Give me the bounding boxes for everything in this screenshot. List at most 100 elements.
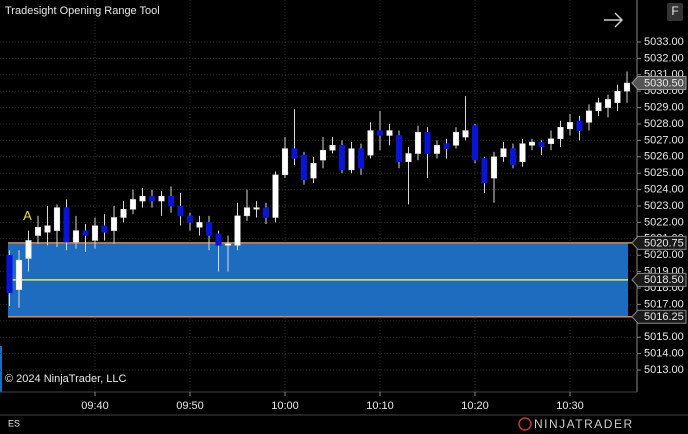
brand: NINJATRADER	[534, 417, 634, 431]
x-tick-label: 10:10	[366, 400, 394, 412]
candle-body	[490, 156, 498, 179]
candle-body	[158, 195, 165, 202]
chart-title: Tradesight Opening Range Tool	[5, 5, 160, 17]
y-tick-label: 5017.00	[644, 298, 684, 310]
candle-body	[376, 130, 384, 136]
instrument: ES	[8, 418, 20, 428]
candle-body	[196, 222, 203, 228]
candle-body	[576, 120, 583, 131]
candle-body	[386, 130, 393, 136]
y-tick-label: 5032.00	[644, 52, 684, 64]
candle-body	[63, 207, 70, 243]
candle-body	[243, 207, 251, 217]
range-low-flag	[631, 309, 687, 324]
last-price-flag	[631, 75, 687, 90]
candle-body	[433, 145, 441, 154]
candle-body	[101, 225, 108, 233]
candle-body	[205, 222, 213, 236]
candle-body	[272, 174, 279, 218]
candle-body	[585, 110, 593, 123]
last-price-flag-label: 5030.50	[644, 77, 684, 89]
candle-body	[462, 130, 469, 138]
candle-body	[338, 145, 346, 171]
candle-body	[6, 254, 13, 294]
candle-body	[500, 148, 507, 158]
y-tick-label: 5013.00	[644, 364, 684, 376]
candle-body	[405, 153, 412, 162]
brand-logo	[518, 417, 532, 431]
range-mid-flag-label: 5018.50	[644, 274, 684, 286]
edge-indicator	[0, 346, 2, 392]
candle-body	[481, 158, 488, 184]
candle-body	[623, 82, 631, 92]
candle-body	[129, 199, 137, 210]
candle-body	[414, 131, 422, 154]
candle-body	[604, 99, 612, 108]
plot-area: A	[0, 0, 637, 392]
candle-body	[395, 135, 403, 162]
candle-body	[471, 125, 479, 161]
f-button-label[interactable]: F	[671, 4, 678, 18]
candle-body	[557, 127, 564, 140]
candle-body	[91, 225, 99, 241]
candle-body	[139, 195, 146, 202]
y-tick-label: 5026.00	[644, 151, 684, 163]
candle-body	[367, 130, 374, 156]
candle-body	[300, 154, 308, 181]
candle-body	[348, 148, 355, 171]
candle-body	[519, 143, 526, 162]
candle-body	[15, 259, 23, 290]
candle-body	[357, 148, 365, 169]
arrow-icon[interactable]	[604, 12, 624, 28]
candle-body	[234, 215, 241, 246]
y-tick-label: 5015.00	[644, 331, 684, 343]
candle-body	[120, 209, 127, 218]
candle-body	[329, 145, 336, 151]
f-button[interactable]	[667, 3, 683, 21]
x-tick-label: 10:20	[461, 400, 489, 412]
y-tick-label: 5014.00	[644, 348, 684, 360]
y-tick-label: 5024.00	[644, 184, 684, 196]
candle-body	[509, 148, 517, 166]
range-high-flag-label: 5020.75	[644, 237, 684, 249]
candle-body	[177, 205, 184, 217]
y-tick-label: 5033.00	[644, 36, 684, 48]
candle-body	[186, 215, 194, 223]
candle-body	[528, 141, 536, 146]
candle-body	[424, 131, 431, 154]
y-tick-label: 5027.00	[644, 134, 684, 146]
candle-body	[253, 207, 260, 210]
x-tick-label: 09:40	[81, 400, 109, 412]
y-tick-label: 5028.00	[644, 118, 684, 130]
candle-body	[614, 90, 621, 103]
y-tick-label: 5020.00	[644, 249, 684, 261]
x-tick-label: 09:50	[176, 400, 204, 412]
candle-body	[452, 131, 460, 146]
y-tick-label: 5025.00	[644, 167, 684, 179]
candle-body	[281, 148, 289, 176]
candle-body	[443, 143, 450, 149]
candle-body	[110, 217, 118, 231]
candle-body	[310, 163, 317, 179]
y-tick-label: 5023.00	[644, 200, 684, 212]
candle-body	[224, 243, 232, 246]
candle-body	[547, 138, 555, 144]
y-tick-label: 5022.00	[644, 216, 684, 228]
signal-marker: A	[23, 208, 32, 223]
candle-body	[34, 227, 42, 236]
candle-body	[148, 195, 156, 202]
candle-body	[53, 207, 61, 231]
candle-body	[291, 148, 298, 159]
candle-body	[595, 102, 602, 112]
candle-body	[44, 225, 51, 233]
candle-body	[82, 230, 89, 236]
candle-body	[319, 149, 327, 161]
candle-body	[167, 195, 175, 207]
candle-body	[25, 240, 32, 259]
candle-body	[262, 207, 270, 218]
candle-body	[215, 233, 222, 246]
range-high-flag	[631, 235, 687, 250]
x-tick-label: 10:30	[556, 400, 584, 412]
